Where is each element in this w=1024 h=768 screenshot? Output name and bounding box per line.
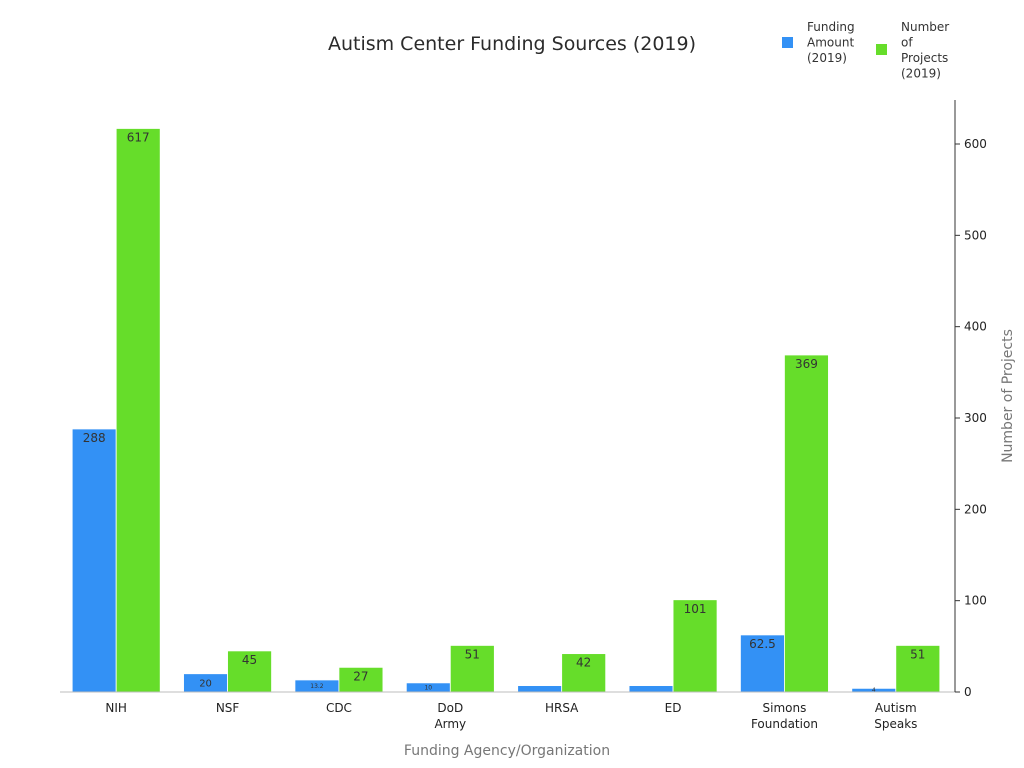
legend-swatch-1 [876, 44, 887, 55]
y-tick-label-2: 200 [964, 502, 987, 516]
bar-projects-0 [115, 128, 161, 693]
bar-label-projects-2: 27 [353, 669, 368, 683]
bar-label-projects-5: 101 [684, 602, 707, 616]
bar-labels: 288 617 20 45 13.2 27 10 51 42 101 62.5 369 4 51 [83, 130, 926, 694]
y-ticks: 0 100 200 300 400 500 600 [955, 137, 987, 699]
legend-label-1: Number of Projects (2019) [901, 20, 949, 81]
bar-funding-0 [71, 428, 117, 693]
bars [71, 128, 941, 693]
bar-label-projects-0: 617 [127, 130, 150, 144]
bar-projects-1 [227, 650, 272, 693]
y-axis-title: Number of Projects [1000, 329, 1016, 463]
bar-label-projects-7: 51 [910, 647, 925, 661]
bar-label-projects-3: 51 [465, 647, 480, 661]
bar-label-funding-1: 20 [199, 679, 212, 690]
bar-label-projects-1: 45 [242, 653, 257, 667]
bar-projects-5 [672, 599, 718, 693]
y-tick-label-4: 400 [964, 320, 987, 334]
legend: Funding Amount (2019) Number of Projects (2019… [782, 20, 949, 81]
y-tick-label-0: 0 [964, 685, 972, 699]
x-ticks: NIH NSF CDC DoD Army HRSA ED Simons Foundation Au… [105, 701, 917, 731]
x-tick-label-2: CDC [326, 701, 352, 715]
bar-label-projects-6: 369 [795, 357, 818, 371]
bar-projects-3 [449, 645, 495, 693]
x-axis-title: Funding Agency/Organization [404, 743, 610, 759]
y-tick-label-3: 300 [964, 411, 987, 425]
x-tick-label-1: NSF [216, 701, 240, 715]
x-tick-label-6: Simons Foundation [751, 701, 818, 731]
bar-label-funding-3: 10 [424, 684, 432, 691]
bar-projects-7 [895, 645, 941, 693]
x-tick-label-5: ED [665, 701, 682, 715]
x-tick-label-7: Autism Speaks [874, 701, 917, 731]
chart-title: Autism Center Funding Sources (2019) [328, 33, 696, 55]
bar-label-projects-4: 42 [576, 656, 591, 670]
y-tick-label-6: 600 [964, 137, 987, 151]
bar-projects-6 [784, 354, 829, 693]
bar-label-funding-7: 4 [872, 687, 876, 694]
y-tick-label-1: 100 [964, 594, 987, 608]
bar-label-funding-0: 288 [83, 431, 106, 445]
legend-label-0: Funding Amount (2019) [807, 20, 855, 65]
x-tick-label-3: DoD Army [434, 701, 466, 731]
bar-label-funding-2: 13.2 [310, 683, 324, 690]
bar-projects-2 [338, 666, 384, 693]
legend-swatch-0 [782, 37, 793, 48]
bar-funding-5 [628, 685, 674, 693]
bar-funding-4 [517, 685, 563, 693]
x-tick-label-0: NIH [105, 701, 127, 715]
y-tick-label-5: 500 [964, 228, 987, 242]
bar-label-funding-6: 62.5 [749, 637, 776, 651]
x-tick-label-4: HRSA [545, 701, 579, 715]
